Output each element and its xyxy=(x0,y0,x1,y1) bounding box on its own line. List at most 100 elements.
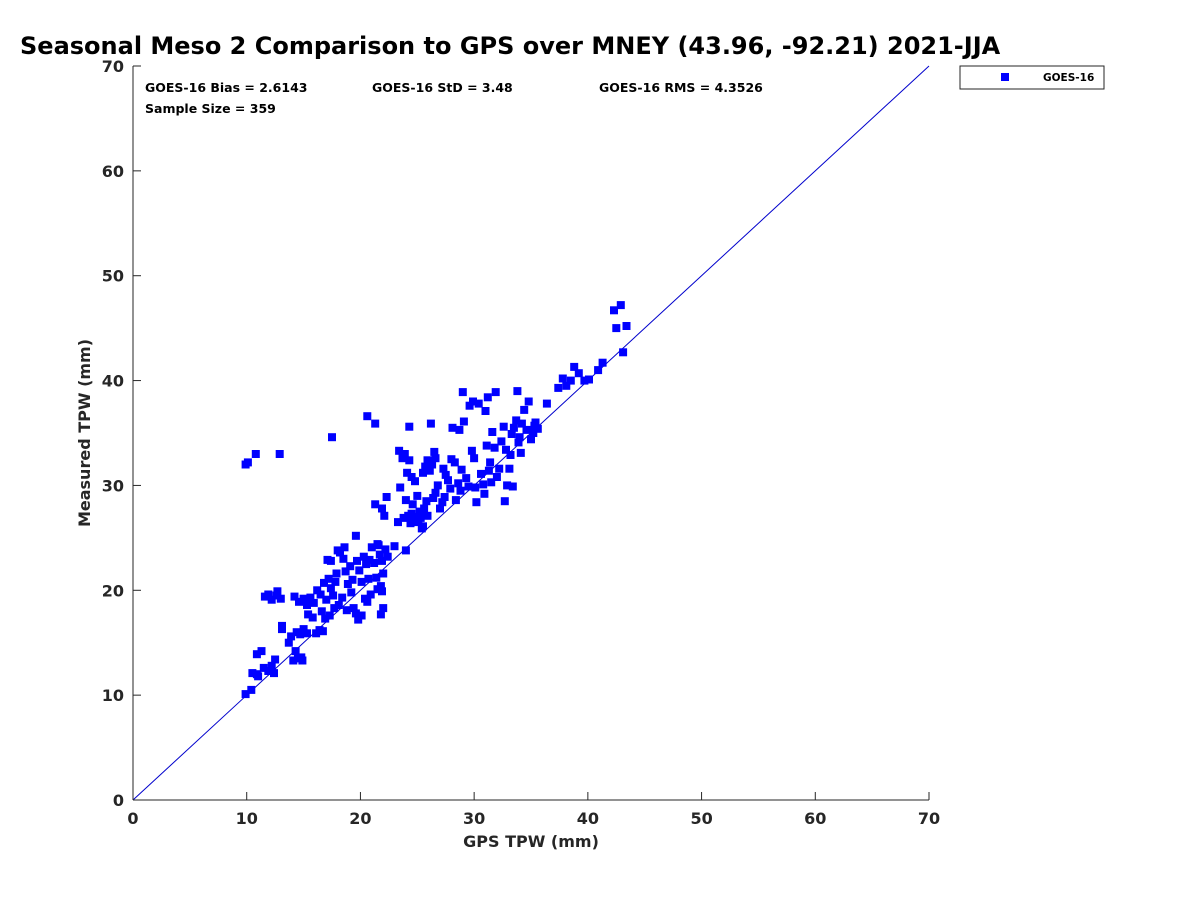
data-point xyxy=(524,397,533,406)
data-point xyxy=(558,374,567,383)
data-point xyxy=(527,435,535,444)
data-point xyxy=(278,621,286,630)
data-point xyxy=(267,595,276,604)
x-tick-label: 10 xyxy=(236,809,258,828)
data-point xyxy=(416,513,425,522)
data-point xyxy=(349,604,358,613)
data-point xyxy=(390,542,399,551)
data-point xyxy=(334,601,343,609)
data-point xyxy=(298,656,307,665)
data-point xyxy=(420,504,429,513)
sample-size-stat: Sample Size = 359 xyxy=(145,101,276,116)
data-point xyxy=(417,524,426,533)
data-point xyxy=(357,577,366,586)
data-point xyxy=(351,531,360,540)
data-point xyxy=(381,545,390,554)
data-point xyxy=(271,655,280,664)
data-point xyxy=(566,376,575,385)
data-point xyxy=(472,498,481,507)
data-point xyxy=(444,476,452,485)
data-point xyxy=(622,322,631,330)
data-point xyxy=(351,609,360,618)
data-point xyxy=(272,591,281,600)
data-point xyxy=(321,614,330,623)
data-point xyxy=(379,604,388,613)
data-point xyxy=(512,416,521,425)
data-point xyxy=(395,446,404,455)
data-point xyxy=(316,590,325,599)
data-point xyxy=(529,429,538,437)
data-point xyxy=(598,358,607,367)
data-point xyxy=(383,552,392,561)
axes-layer: 0 10 20 30 40 50 60 70 0 10 20 30 40 50 60 70 xyxy=(102,57,940,828)
data-point xyxy=(441,470,450,479)
data-point xyxy=(448,423,457,432)
rms-stat: GOES-16 RMS = 4.3526 xyxy=(599,80,763,95)
data-point xyxy=(515,433,524,442)
bias-stat: GOES-16 Bias = 2.6143 xyxy=(145,80,307,95)
x-axis-label: GPS TPW (mm) xyxy=(463,832,599,851)
data-point xyxy=(378,556,386,565)
data-point xyxy=(610,306,618,315)
data-point xyxy=(506,451,515,459)
y-tick-label: 70 xyxy=(102,57,124,76)
data-point xyxy=(353,556,361,565)
y-tick-label: 50 xyxy=(102,267,124,286)
data-point xyxy=(295,597,303,606)
data-point xyxy=(364,574,373,583)
data-point xyxy=(328,433,336,442)
data-point xyxy=(254,672,263,681)
data-point xyxy=(326,556,335,565)
data-point xyxy=(423,456,432,465)
data-point xyxy=(287,632,296,641)
data-point xyxy=(503,481,512,490)
data-point xyxy=(500,497,509,506)
data-point xyxy=(270,669,278,678)
data-point xyxy=(324,574,333,583)
data-point xyxy=(481,407,490,415)
data-point xyxy=(470,454,479,463)
data-point xyxy=(362,560,371,569)
data-point xyxy=(431,488,440,497)
data-point xyxy=(431,454,440,463)
y-tick-label: 10 xyxy=(102,686,124,705)
data-point xyxy=(346,562,355,571)
legend: GOES-16 xyxy=(959,65,1105,90)
data-point xyxy=(289,656,298,665)
data-point xyxy=(325,611,334,620)
data-point xyxy=(522,425,531,434)
data-point xyxy=(318,627,327,636)
legend-label: GOES-16 xyxy=(1043,72,1094,84)
data-point xyxy=(396,483,405,492)
data-point xyxy=(275,450,284,458)
data-point xyxy=(296,630,305,639)
x-tick-label: 0 xyxy=(127,809,138,828)
data-point xyxy=(407,473,416,481)
data-point xyxy=(570,362,579,371)
data-point xyxy=(291,647,300,656)
data-point xyxy=(317,607,326,616)
data-point xyxy=(484,466,493,475)
data-point xyxy=(363,412,372,421)
data-point xyxy=(405,456,414,465)
data-point xyxy=(252,650,261,659)
x-tick-label: 20 xyxy=(349,809,371,828)
data-point xyxy=(413,491,422,500)
data-point xyxy=(414,518,423,527)
data-point xyxy=(585,375,593,384)
data-point xyxy=(502,445,510,454)
data-point xyxy=(363,597,372,606)
data-point xyxy=(379,569,388,578)
data-point xyxy=(401,546,410,555)
data-point xyxy=(303,629,311,638)
data-point xyxy=(320,578,328,587)
data-point xyxy=(490,443,499,452)
data-point xyxy=(594,366,603,375)
legend-marker-square xyxy=(1001,73,1009,81)
data-point xyxy=(373,540,382,549)
data-point xyxy=(248,669,257,678)
x-tick-label: 40 xyxy=(577,809,599,828)
data-point xyxy=(284,638,293,647)
data-point xyxy=(488,428,497,436)
